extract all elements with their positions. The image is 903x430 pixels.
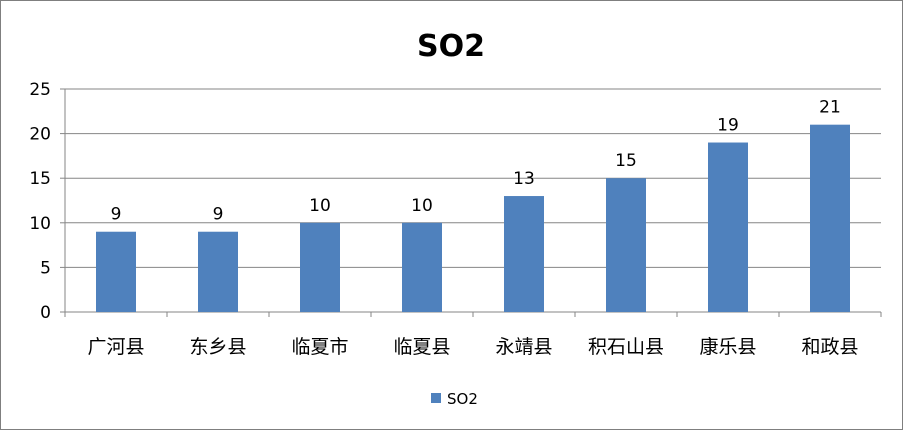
bars [96, 124, 850, 313]
bar [198, 231, 238, 312]
legend-swatch [431, 393, 441, 403]
y-tick-label: 0 [40, 303, 51, 323]
y-tick-label: 5 [40, 258, 51, 278]
bar [606, 178, 646, 312]
chart-title: SO2 [417, 29, 485, 64]
y-tick-label: 15 [29, 169, 51, 189]
y-tick-label: 20 [29, 125, 51, 145]
data-label: 15 [615, 151, 637, 171]
data-label: 19 [717, 116, 739, 136]
y-axis-ticks: 0 5 10 15 20 25 [29, 80, 51, 323]
x-category-label: 积石山县 [588, 336, 664, 358]
x-category-label: 广河县 [87, 336, 144, 358]
axes [60, 88, 882, 317]
data-label: 9 [213, 205, 224, 225]
legend: SO2 [431, 390, 478, 408]
data-label: 13 [513, 169, 535, 189]
x-category-label: 临夏县 [393, 336, 450, 358]
y-tick-label: 25 [29, 80, 51, 100]
bar [708, 142, 748, 312]
bar [504, 196, 544, 312]
bar [96, 231, 136, 312]
data-label: 21 [819, 98, 841, 118]
x-axis-categories: 广河县 东乡县 临夏市 临夏县 永靖县 积石山县 康乐县 和政县 [87, 336, 858, 358]
x-category-label: 康乐县 [699, 336, 756, 358]
legend-label: SO2 [447, 390, 478, 408]
bar [300, 222, 340, 312]
bar [810, 124, 850, 313]
gridlines [65, 88, 881, 268]
x-category-label: 临夏市 [291, 336, 348, 358]
x-category-label: 东乡县 [189, 336, 246, 358]
y-tick-label: 10 [29, 214, 51, 234]
data-labels: 9 9 10 10 13 15 19 21 [111, 98, 841, 225]
x-category-label: 和政县 [801, 336, 858, 358]
bar [402, 222, 442, 312]
data-label: 9 [111, 205, 122, 225]
data-label: 10 [309, 196, 331, 216]
data-label: 10 [411, 196, 433, 216]
x-category-label: 永靖县 [495, 336, 552, 358]
